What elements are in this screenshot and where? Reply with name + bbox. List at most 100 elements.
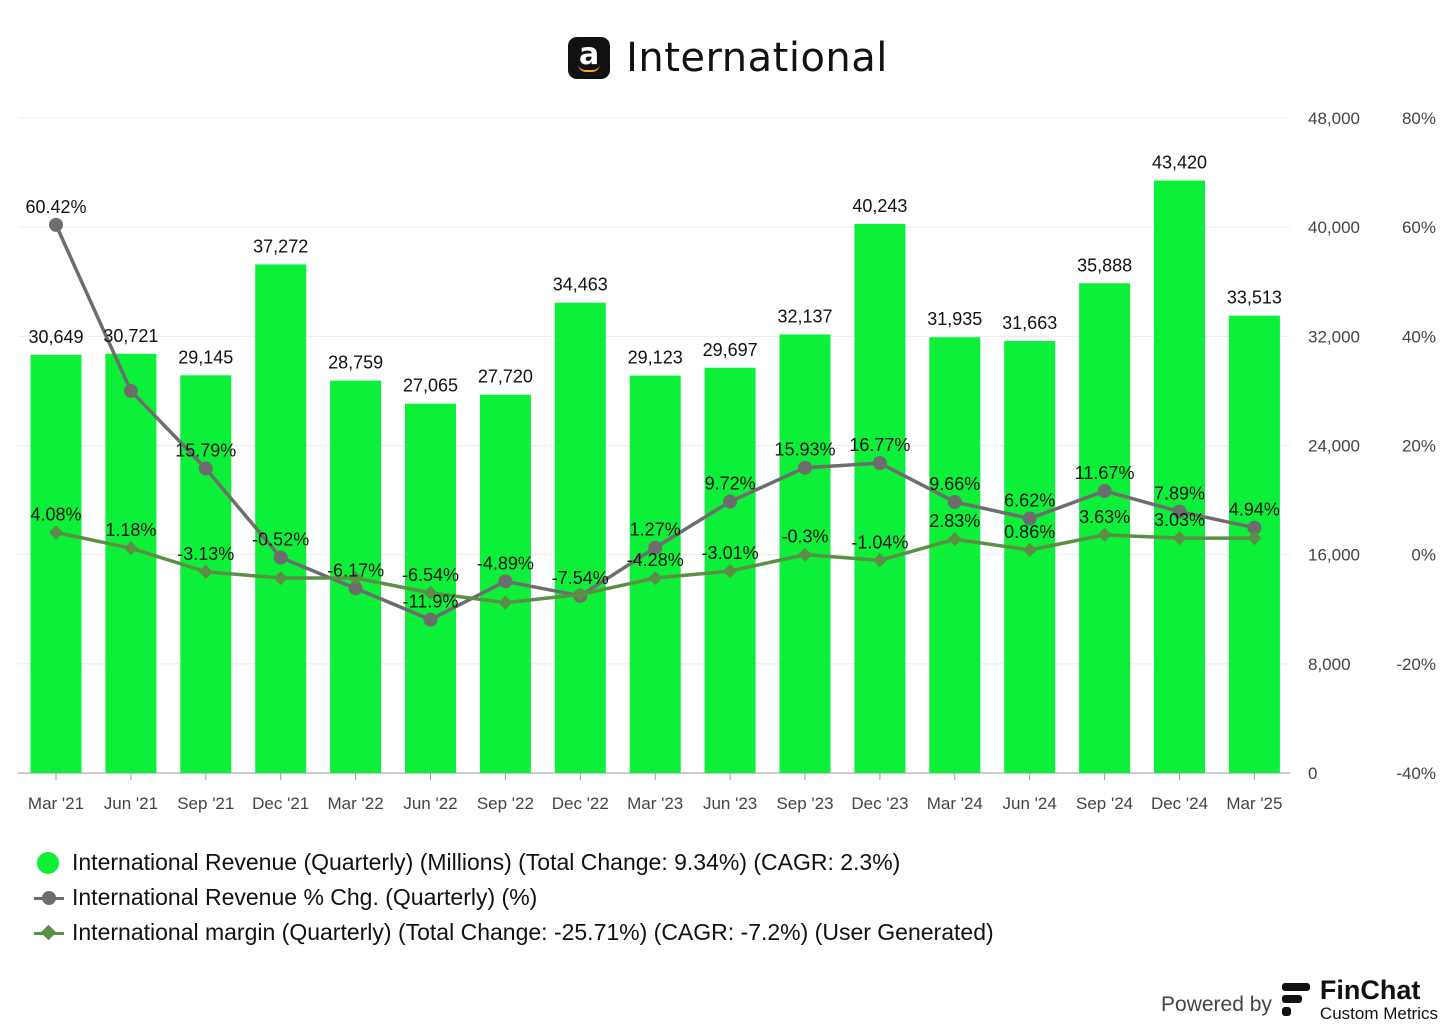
- y-left-tick-label: 8,000: [1308, 655, 1351, 674]
- margin-data-label: -1.04%: [851, 532, 908, 552]
- change-data-label: -11.9%: [403, 592, 459, 612]
- line-point: [348, 581, 363, 596]
- line-point: [723, 494, 738, 509]
- x-tick-label: Jun '21: [104, 794, 158, 813]
- y-right-tick-label: 80%: [1402, 109, 1436, 128]
- y-right-tick-label: -40%: [1396, 764, 1436, 783]
- y-left-tick-label: 24,000: [1308, 437, 1360, 456]
- margin-data-label: -3.01%: [702, 543, 759, 563]
- change-data-label: 9.72%: [705, 474, 756, 494]
- x-tick-label: Sep '23: [776, 794, 833, 813]
- bar-data-label: 30,649: [28, 327, 83, 347]
- bar-data-label: 40,243: [852, 196, 907, 216]
- line-point: [1097, 527, 1112, 542]
- line-point: [1097, 483, 1112, 498]
- margin-data-label: -6.54%: [402, 565, 459, 585]
- bar-data-label: 27,065: [403, 376, 458, 396]
- powered-by-text: Powered by: [1161, 993, 1272, 1016]
- line-point: [1247, 520, 1262, 535]
- bar-data-label: 27,720: [478, 367, 533, 387]
- line-point: [273, 550, 288, 565]
- legend-dot-icon: [34, 851, 64, 875]
- line-point: [498, 574, 513, 589]
- line-point: [198, 461, 213, 476]
- bar-data-label: 31,663: [1002, 313, 1057, 333]
- line-point: [1247, 531, 1262, 546]
- bar-data-label: 37,272: [253, 236, 308, 256]
- x-tick-label: Mar '25: [1226, 794, 1282, 813]
- line-point: [1022, 511, 1037, 526]
- line-point: [947, 532, 962, 547]
- y-right-tick-label: 40%: [1402, 327, 1436, 346]
- margin-data-label: -4.28%: [627, 550, 684, 570]
- x-tick-label: Dec '23: [851, 794, 908, 813]
- margin-data-label: 4.08%: [30, 504, 81, 524]
- line-point: [273, 570, 288, 586]
- margin-data-label: 1.18%: [105, 520, 156, 540]
- y-left-tick-label: 16,000: [1308, 546, 1360, 565]
- line-point: [423, 585, 438, 600]
- change-data-label: 11.67%: [1075, 463, 1135, 483]
- margin-data-label: -3.13%: [177, 544, 234, 564]
- bar-data-label: 34,463: [553, 275, 608, 295]
- change-data-label: 60.42%: [25, 197, 86, 217]
- y-left-tick-label: 40,000: [1308, 218, 1360, 237]
- change-data-label: 7.89%: [1154, 484, 1205, 504]
- finchat-logo-icon: [1281, 983, 1312, 1017]
- line-point: [1022, 542, 1037, 558]
- legend-swatch: [37, 851, 59, 874]
- x-tick-label: Dec '22: [552, 794, 609, 813]
- bar: [105, 353, 157, 773]
- change-data-label: 15.93%: [774, 440, 835, 460]
- bar: [1154, 180, 1205, 773]
- change-data-label: 16.77%: [849, 435, 910, 455]
- bar-data-label: 29,697: [703, 340, 758, 360]
- bar-data-label: 29,123: [628, 348, 683, 368]
- change-data-label: 1.27%: [630, 520, 681, 540]
- bar-data-label: 28,759: [328, 353, 383, 373]
- y-left-tick-label: 48,000: [1308, 109, 1360, 128]
- line-point: [648, 570, 663, 586]
- x-tick-label: Jun '22: [403, 794, 457, 813]
- legend-item-revenue[interactable]: International Revenue (Quarterly) (Milli…: [34, 845, 994, 880]
- bar-data-label: 30,721: [103, 326, 158, 346]
- margin-data-label: 3.63%: [1079, 507, 1130, 527]
- y-right-tick-label: 0%: [1411, 546, 1436, 565]
- margin-data-label: 2.83%: [929, 511, 980, 531]
- change-data-label: 6.62%: [1004, 491, 1055, 511]
- x-tick-label: Sep '22: [477, 794, 534, 813]
- line-point: [348, 570, 363, 586]
- bar: [30, 354, 82, 773]
- x-tick-label: Mar '24: [927, 794, 983, 813]
- x-tick-label: Sep '21: [177, 794, 234, 813]
- line-point: [123, 383, 138, 398]
- legend-line-circle-icon: [34, 886, 64, 910]
- x-tick-label: Jun '24: [1003, 794, 1057, 813]
- line-point: [723, 564, 738, 579]
- margin-data-label: 3.03%: [1154, 510, 1205, 530]
- y-right-tick-label: 20%: [1402, 437, 1436, 456]
- change-data-label: 9.66%: [929, 474, 980, 494]
- bar-data-label: 29,145: [178, 347, 233, 367]
- x-tick-label: Mar '22: [328, 794, 384, 813]
- change-data-label: 4.94%: [1229, 500, 1280, 520]
- bar: [929, 337, 981, 773]
- finchat-brand: FinChat: [1319, 975, 1421, 1005]
- legend-item-revenue-change[interactable]: International Revenue % Chg. (Quarterly)…: [34, 880, 994, 915]
- y-right-tick-label: -20%: [1396, 655, 1436, 674]
- line-point: [872, 456, 887, 471]
- margin-data-label: -0.3%: [781, 527, 828, 547]
- legend-item-margin[interactable]: International margin (Quarterly) (Total …: [34, 915, 994, 950]
- legend-label: International Revenue % Chg. (Quarterly)…: [72, 884, 538, 910]
- y-left-tick-label: 0: [1308, 764, 1317, 783]
- bar: [854, 223, 906, 774]
- bar-data-label: 31,935: [927, 309, 982, 329]
- chart-canvas: 48,000 40,000 32,000 24,000 16,000 8,000 0 80% 6…: [18, 109, 1436, 813]
- x-tick-label: Dec '21: [252, 794, 309, 813]
- x-tick-label: Mar '23: [627, 794, 683, 813]
- line-point: [797, 547, 813, 562]
- chart-header: a International: [0, 28, 1456, 88]
- line-point: [648, 540, 663, 555]
- bar: [554, 302, 606, 773]
- bar-data-label: 33,513: [1227, 288, 1282, 308]
